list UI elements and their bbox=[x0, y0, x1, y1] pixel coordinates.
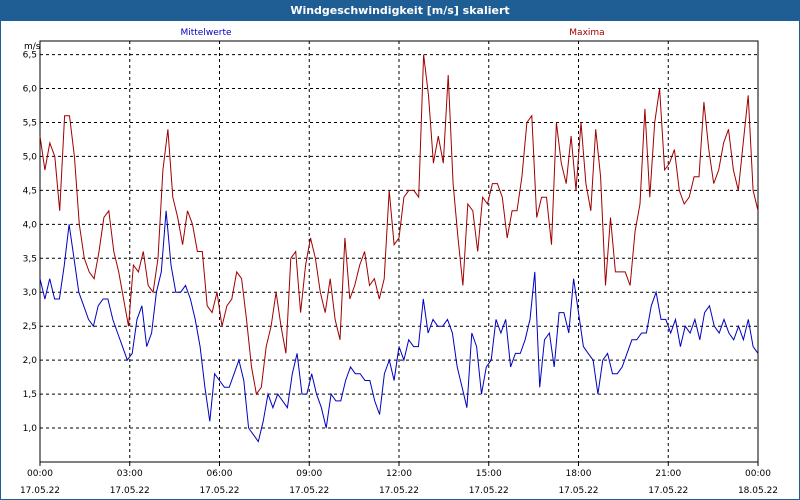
x-tick-date: 17.05.22 bbox=[199, 486, 239, 496]
x-tick-date: 17.05.22 bbox=[558, 486, 598, 496]
legend-mittelwerte: Mittelwerte bbox=[180, 28, 231, 38]
y-axis-unit: m/s bbox=[24, 42, 41, 52]
series-line-maxima bbox=[39, 54, 759, 396]
legend-maxima: Maxima bbox=[569, 28, 604, 38]
x-tick-time: 12:00 bbox=[386, 469, 412, 479]
x-tick-date: 17.05.22 bbox=[379, 486, 419, 496]
y-tick-labels: 1,0 1,5 2,0 2,5 3,0 3,5 4,0 4,5 5,0 5,5 6,0 6,5 bbox=[23, 51, 38, 434]
y-tick-label: 6,0 bbox=[23, 85, 38, 95]
y-tick-label: 6,5 bbox=[23, 51, 37, 61]
x-tick-date: 17.05.22 bbox=[648, 486, 688, 496]
x-tick-time: 18:00 bbox=[566, 469, 592, 479]
y-tick-label: 3,0 bbox=[23, 288, 38, 298]
x-tick-time: 06:00 bbox=[207, 469, 233, 479]
y-tick-label: 4,0 bbox=[23, 220, 38, 230]
plot-frame bbox=[39, 40, 759, 463]
x-tick-time: 09:00 bbox=[296, 469, 322, 479]
x-tick-date: 17.05.22 bbox=[469, 486, 509, 496]
y-tick-label: 1,5 bbox=[23, 390, 37, 400]
y-tick-label: 4,5 bbox=[23, 186, 37, 196]
x-tick-time: 03:00 bbox=[117, 469, 143, 479]
x-tick-time: 21:00 bbox=[655, 469, 681, 479]
x-tick-time: 00:00 bbox=[745, 469, 771, 479]
y-tick-label: 2,5 bbox=[23, 322, 37, 332]
y-tick-label: 2,0 bbox=[23, 356, 38, 366]
y-tick-label: 5,5 bbox=[23, 118, 37, 128]
x-tick-date: 18.05.22 bbox=[738, 486, 778, 496]
x-tick-date: 17.05.22 bbox=[110, 486, 150, 496]
x-tick-time: 15:00 bbox=[476, 469, 502, 479]
x-tick-labels: 00:00 17.05.22 03:00 17.05.22 06:00 17.05.22 0… bbox=[20, 469, 778, 496]
window-title: Windgeschwindigkeit [m/s] skaliert bbox=[1, 1, 799, 21]
y-tick-label: 3,5 bbox=[23, 254, 37, 264]
x-tick-date: 17.05.22 bbox=[289, 486, 329, 496]
x-tick-time: 00:00 bbox=[27, 469, 53, 479]
x-tick-date: 17.05.22 bbox=[20, 486, 60, 496]
series-lines bbox=[39, 54, 759, 443]
y-tick-label: 1,0 bbox=[23, 424, 38, 434]
series-line-mittelwerte bbox=[39, 210, 759, 443]
grid-lines bbox=[39, 41, 759, 466]
y-tick-label: 5,0 bbox=[23, 152, 38, 162]
